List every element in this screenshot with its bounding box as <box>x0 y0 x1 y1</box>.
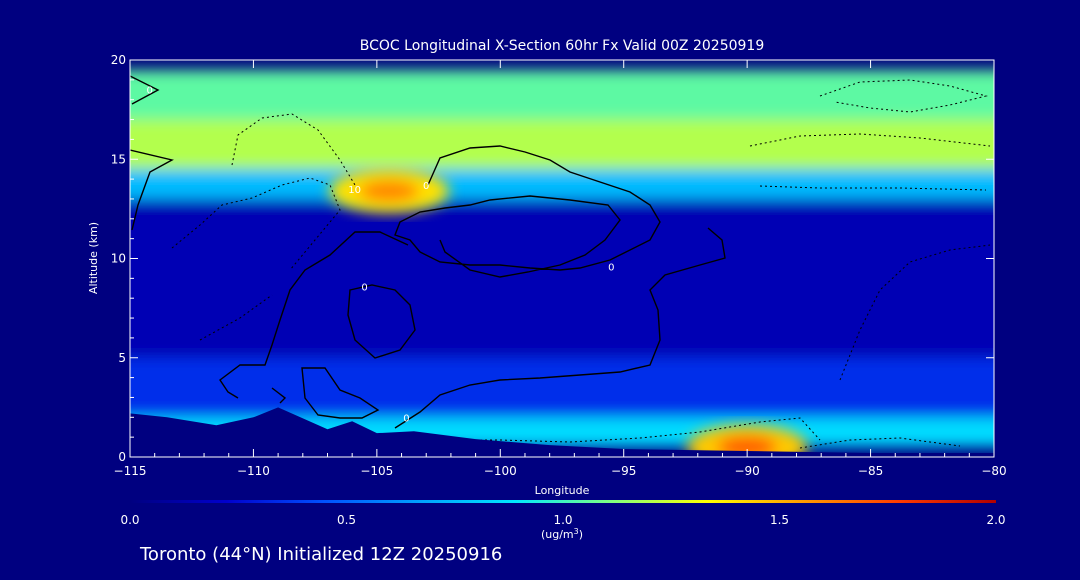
dotted-contour-line <box>759 185 987 191</box>
contour-label: 0 <box>403 413 409 424</box>
dotted-contour-line <box>231 113 356 186</box>
dotted-contour-line <box>819 79 988 113</box>
colorbar-tick-label: 2.0 <box>986 513 1005 527</box>
concentration-band <box>130 169 994 199</box>
contour-labels: 0 0 0 0 0 10 <box>147 86 615 425</box>
contour-label: 0 <box>608 262 614 273</box>
colorbar-ticks: 0.0 0.5 1.0 1.5 2.0 <box>120 513 1005 527</box>
concentration-band <box>130 69 994 120</box>
zero-contours <box>130 75 726 429</box>
colorbar-tick-label: 0.0 <box>120 513 139 527</box>
contour-line <box>394 227 726 429</box>
y-tick-label: 5 <box>118 351 126 365</box>
x-tick-label: −80 <box>981 464 1006 478</box>
x-axis-label: Longitude <box>535 484 590 497</box>
run-info: Toronto (44°N) Initialized 12Z 20250916 <box>139 544 502 565</box>
x-tick-label: −85 <box>858 464 883 478</box>
concentration-hotspot <box>329 169 450 214</box>
dotted-contour-line <box>420 417 821 443</box>
colorbar <box>130 500 996 503</box>
y-tick-label: 0 <box>118 450 126 464</box>
terrain <box>130 407 994 457</box>
contour-label: 10 <box>348 185 361 196</box>
x-tick-label: −110 <box>237 464 270 478</box>
contour-line <box>347 284 416 359</box>
y-tick-label: 15 <box>111 152 126 166</box>
concentration-band <box>130 198 994 358</box>
dotted-contours <box>171 79 991 449</box>
y-axis-label: Altitude (km) <box>87 222 100 294</box>
x-tick-label: −115 <box>114 464 147 478</box>
x-tick-label: −100 <box>484 464 517 478</box>
dotted-contour-line <box>199 294 273 341</box>
colorbar-tick-label: 1.5 <box>770 513 789 527</box>
dotted-contour-line <box>171 177 341 271</box>
dotted-contour-line <box>799 437 961 449</box>
contour-label: 0 <box>423 181 429 192</box>
contour-line <box>219 231 409 399</box>
colorbar-tick-label: 1.0 <box>553 513 572 527</box>
contour-line <box>394 145 661 278</box>
dotted-contour-line <box>749 133 991 147</box>
contour-line <box>271 387 287 404</box>
concentration-bands <box>130 69 994 448</box>
concentration-hotspot <box>687 425 808 457</box>
x-tick-label: −95 <box>611 464 636 478</box>
colorbar-unit: (ug/m3) <box>541 527 583 542</box>
concentration-field: 0 0 0 0 0 10 <box>130 60 994 457</box>
colorbar-tick-label: 0.5 <box>337 513 356 527</box>
y-tick-label: 20 <box>111 53 126 67</box>
x-axis: −115 −110 −105 −100 −95 −90 −85 −80 <box>114 60 1007 478</box>
contour-label: 0 <box>361 282 367 293</box>
contour-label: 0 <box>147 86 153 97</box>
x-tick-label: −90 <box>734 464 759 478</box>
chart-title: BCOC Longitudinal X-Section 60hr Fx Vali… <box>360 38 764 54</box>
concentration-band <box>130 357 994 418</box>
hotspot-core <box>359 180 420 203</box>
contour-line <box>130 75 174 231</box>
contour-line <box>301 367 380 419</box>
concentration-band <box>130 119 994 170</box>
x-tick-label: −105 <box>360 464 393 478</box>
y-axis: 0 5 10 15 20 <box>111 53 994 464</box>
y-tick-label: 10 <box>111 252 126 266</box>
